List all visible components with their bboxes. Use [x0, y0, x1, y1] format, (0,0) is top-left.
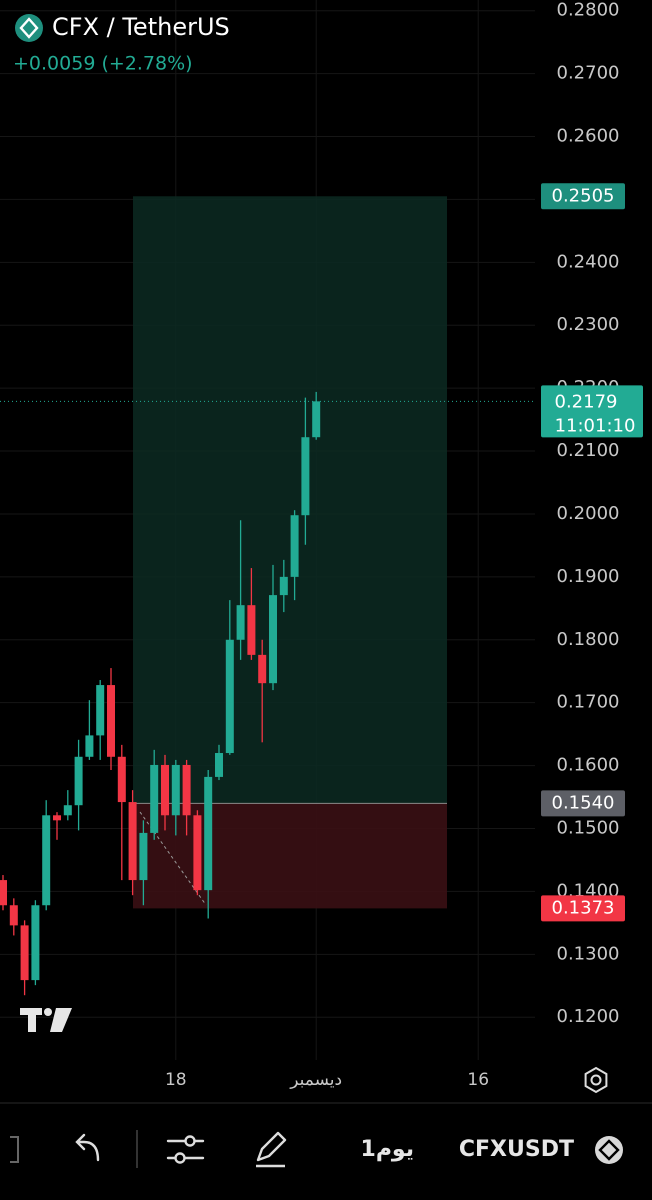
candle-body: [150, 764, 159, 833]
target-price-tag: 0.2505: [552, 185, 615, 206]
drawing-icon[interactable]: [256, 1131, 287, 1168]
y-tick-label: 0.2400: [557, 251, 620, 272]
candle-body: [279, 576, 288, 596]
profit-zone: [133, 196, 447, 804]
x-tick-label: 16: [467, 1070, 489, 1090]
y-tick-label: 0.1800: [557, 629, 620, 650]
y-tick-label: 0.2800: [557, 0, 620, 21]
candle-layer: [0, 391, 535, 996]
candle-body: [9, 905, 18, 926]
tv-logo: [20, 1008, 72, 1032]
stop-price-tag: 0.1373: [552, 897, 615, 918]
y-tick-label: 0.1600: [557, 755, 620, 776]
candle-body: [258, 654, 267, 684]
candle-body: [42, 815, 51, 906]
y-tick-label: 0.1300: [557, 943, 620, 964]
candle-body: [290, 515, 299, 577]
loss-zone: [133, 803, 447, 909]
entry-price-tag-bg: [541, 790, 625, 817]
x-tick-label: ديسمبر: [289, 1070, 342, 1090]
settings-icon[interactable]: [584, 1066, 608, 1094]
chart-title: CFX / TetherUS: [52, 13, 230, 41]
candle-body: [0, 880, 7, 906]
candle-body: [312, 401, 321, 438]
indicators-icon[interactable]: [166, 1135, 205, 1164]
candle-body: [204, 776, 213, 891]
y-tick-label: 0.1900: [557, 566, 620, 587]
last-price-tag-bg: [541, 385, 643, 438]
candle-body: [161, 764, 169, 816]
candle-body: [225, 639, 234, 754]
candle-body: [63, 805, 72, 816]
candle-body: [74, 756, 83, 806]
candle-body: [236, 605, 245, 640]
symbol-logo-mark: [19, 17, 39, 39]
countdown-tag: 11:01:10: [555, 415, 636, 436]
candle-body: [128, 802, 137, 881]
label-layer: 0.28000.27000.26000.25000.24000.23000.22…: [165, 0, 643, 1090]
candle-body: [139, 832, 148, 881]
last-price-tag: 0.2179: [555, 391, 618, 412]
symbol-icon[interactable]: [595, 1136, 623, 1164]
y-tick-label: 0.2300: [557, 314, 620, 335]
candle-body: [182, 764, 191, 816]
y-tick-label: 0.2100: [557, 440, 620, 461]
y-tick-label: 0.2000: [557, 503, 620, 524]
candle-body: [107, 685, 115, 757]
y-tick-label: 0.1500: [557, 817, 620, 838]
candle-body: [193, 815, 202, 891]
stop-price-tag-bg: [541, 895, 625, 922]
x-tick-label: 18: [165, 1070, 187, 1090]
interval-button[interactable]: 1يوم: [361, 1137, 415, 1162]
candle-body: [269, 595, 277, 684]
symbol-icon-mark: [598, 1139, 620, 1161]
undo-icon[interactable]: [75, 1133, 100, 1162]
candle-body: [247, 605, 256, 655]
y-tick-label: 0.2700: [557, 63, 620, 84]
symbol-button[interactable]: CFXUSDT: [459, 1137, 574, 1162]
symbol-logo: [15, 14, 43, 42]
candle-body: [96, 685, 105, 736]
y-tick-label: 0.1200: [557, 1006, 620, 1027]
candle-body: [117, 756, 126, 803]
candle-body: [171, 764, 180, 816]
candle-body: [85, 735, 94, 757]
target-price-tag-bg: [541, 183, 625, 210]
candle-body: [301, 437, 310, 516]
y-tick-label: 0.1700: [557, 692, 620, 713]
price-change: +0.0059 (+2.78%): [13, 53, 193, 75]
entry-price-tag: 0.1540: [552, 792, 615, 813]
candle-body: [20, 925, 29, 981]
candle-body: [31, 905, 40, 981]
y-tick-label: 0.2600: [557, 126, 620, 147]
bracket-icon[interactable]: [10, 1136, 19, 1163]
candle-body: [215, 753, 223, 777]
position-layer: [133, 196, 447, 909]
candle-body: [53, 815, 61, 821]
